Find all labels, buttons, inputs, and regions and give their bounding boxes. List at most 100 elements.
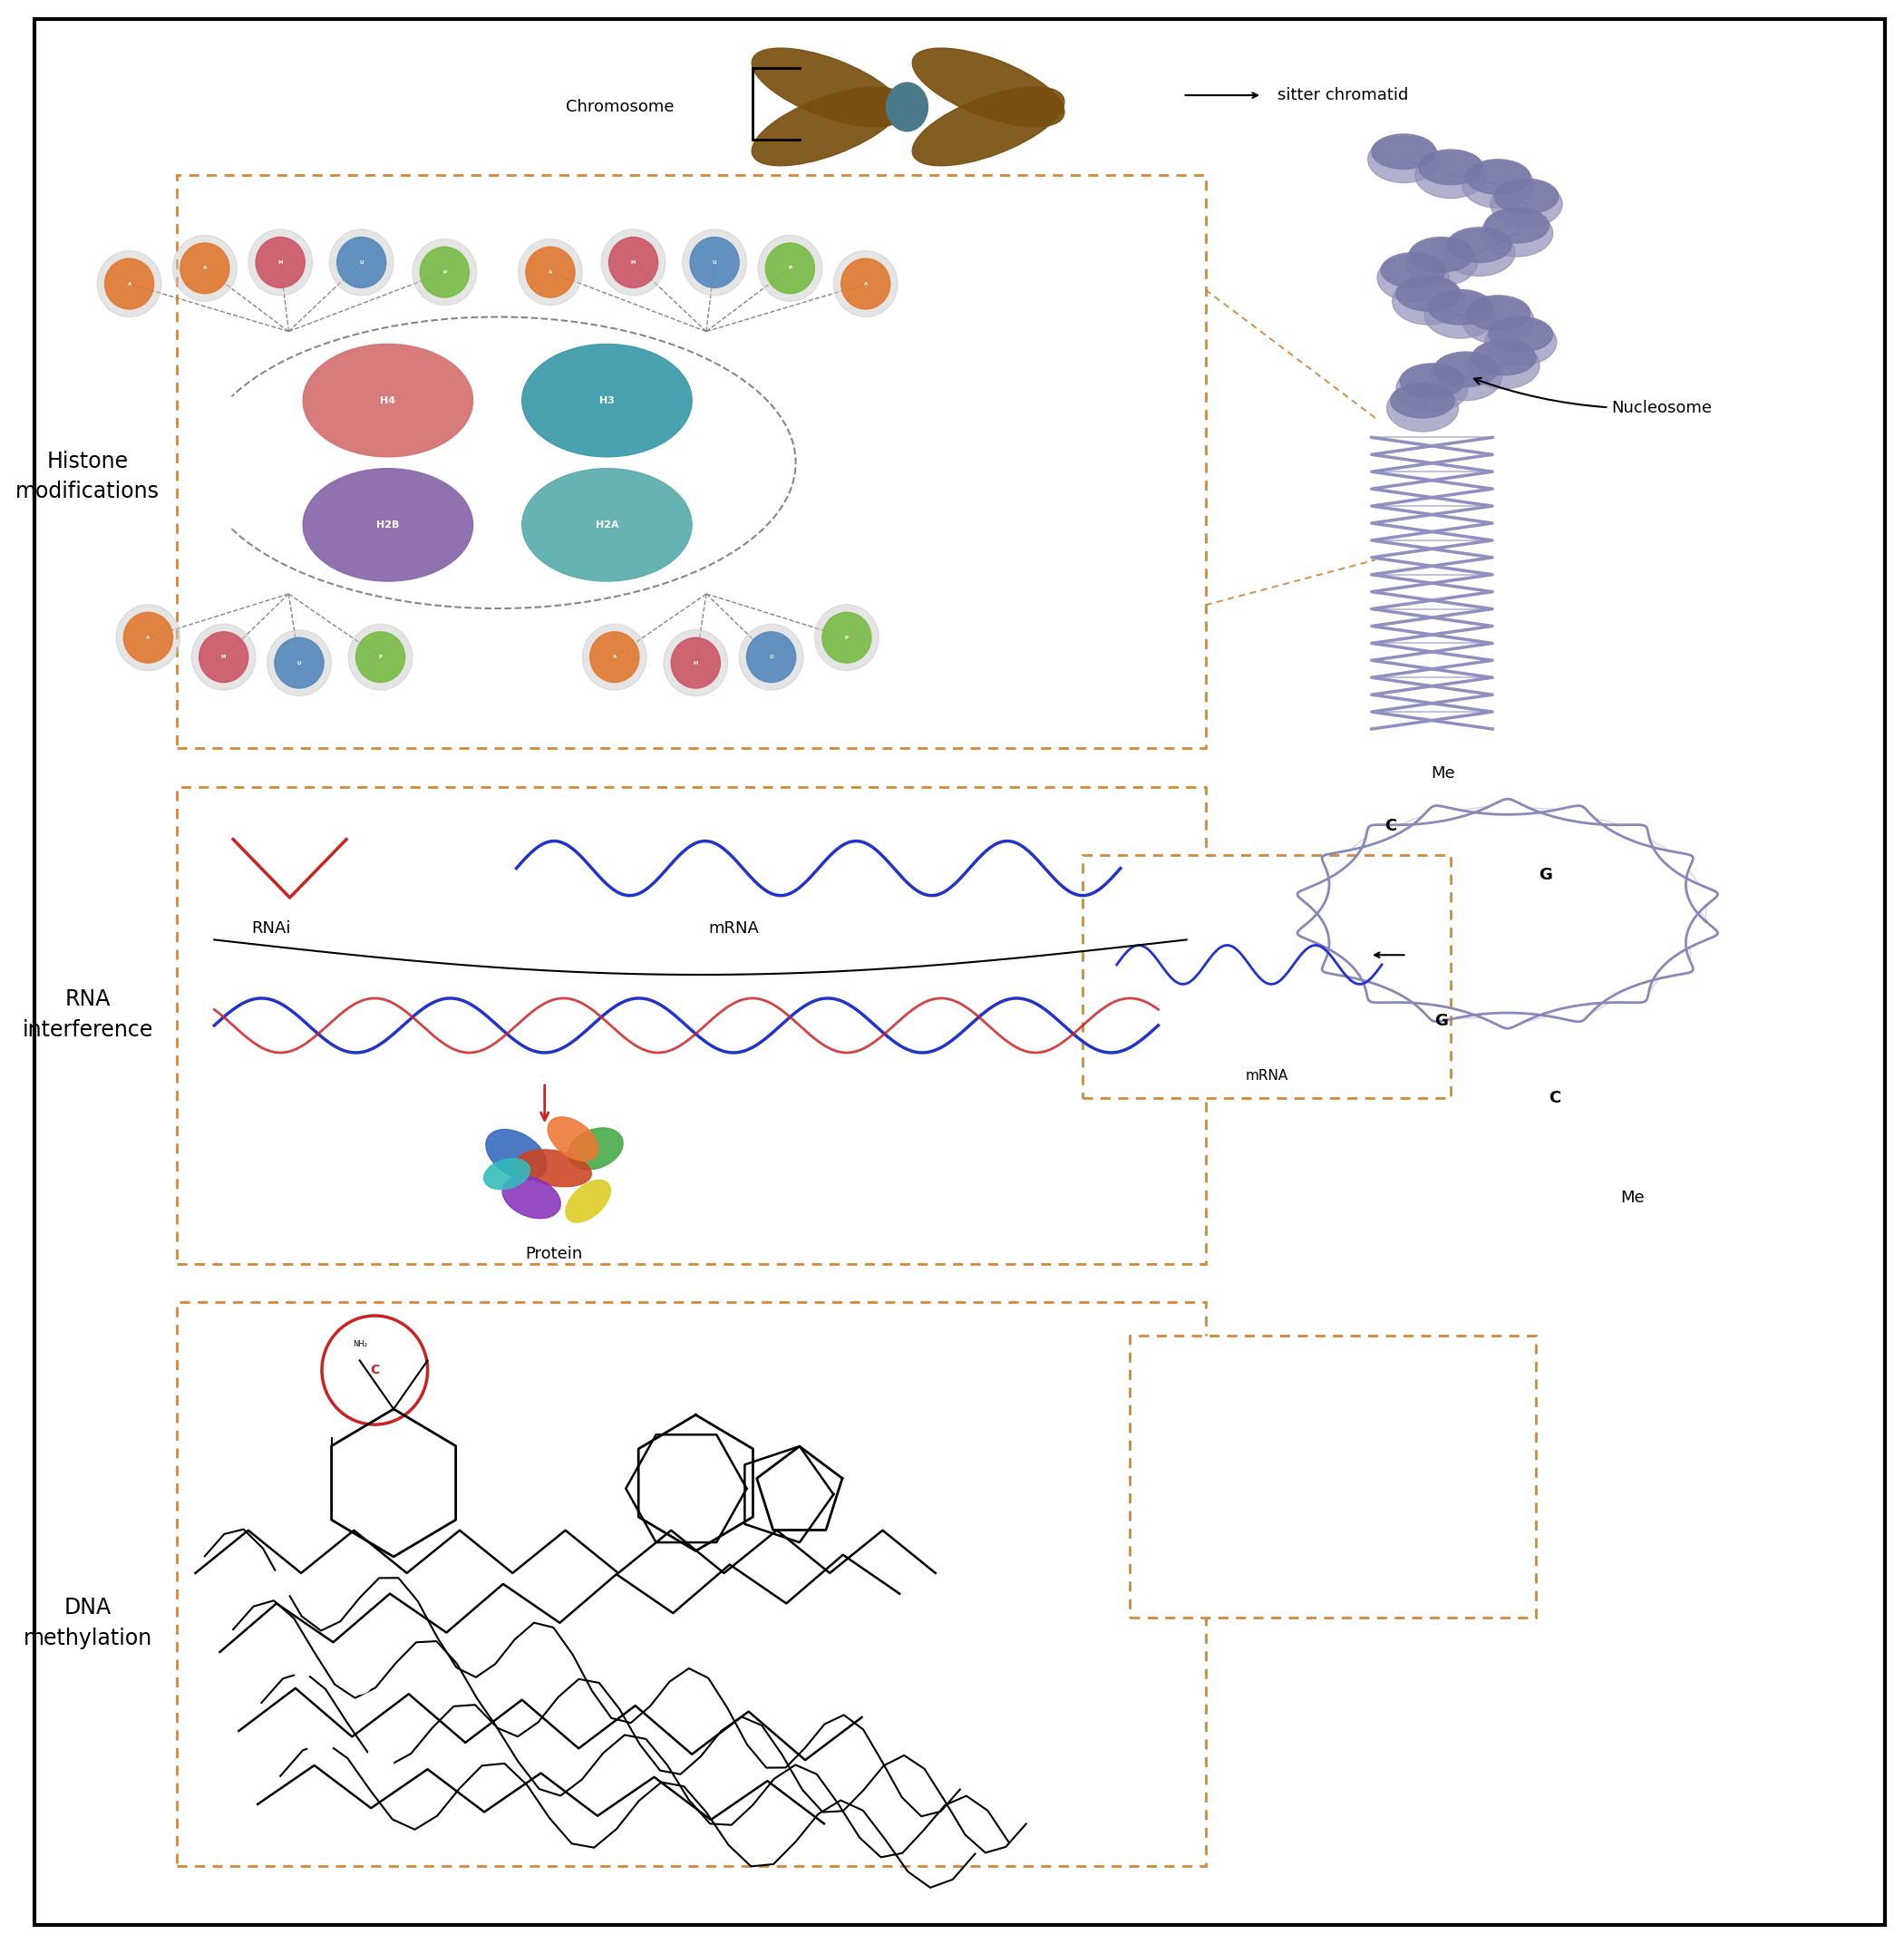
Ellipse shape [1485,319,1557,365]
Ellipse shape [1390,383,1455,418]
Circle shape [367,1746,394,1773]
Text: RNAi: RNAi [251,921,291,937]
Text: U: U [360,260,364,264]
FancyBboxPatch shape [1083,855,1451,1098]
Text: G: G [1538,867,1552,883]
Circle shape [329,229,394,295]
Text: A: A [613,655,617,659]
Circle shape [421,247,468,297]
Circle shape [739,624,803,690]
Circle shape [583,624,647,690]
Ellipse shape [1462,161,1535,208]
Ellipse shape [1392,278,1464,325]
Circle shape [746,632,796,682]
Ellipse shape [1468,342,1540,389]
Circle shape [842,259,891,309]
Ellipse shape [1409,237,1474,272]
Circle shape [124,612,173,663]
Text: NH₂: NH₂ [352,1341,367,1349]
Circle shape [670,638,720,688]
Ellipse shape [912,87,1064,165]
Circle shape [274,638,324,688]
Ellipse shape [1489,317,1554,352]
Ellipse shape [1386,385,1458,432]
Ellipse shape [1462,297,1535,344]
Circle shape [609,237,659,288]
Text: A: A [864,282,868,286]
Ellipse shape [503,1176,560,1219]
Text: P: P [845,636,849,640]
Ellipse shape [1396,365,1468,412]
Circle shape [758,235,823,301]
Ellipse shape [1434,352,1498,387]
FancyBboxPatch shape [34,19,1885,1925]
Ellipse shape [1424,292,1497,338]
Circle shape [192,624,255,690]
Text: Protein: Protein [526,1246,583,1262]
Ellipse shape [1380,253,1445,288]
Ellipse shape [752,87,904,165]
Ellipse shape [1485,208,1550,243]
Text: A: A [548,270,552,274]
Text: A: A [128,282,131,286]
Circle shape [834,251,897,317]
Ellipse shape [548,1118,598,1161]
Text: P: P [379,655,383,659]
Text: M: M [221,655,227,659]
Text: C: C [1384,818,1396,834]
Text: M: M [278,260,284,264]
Ellipse shape [1491,181,1563,227]
Text: H2A: H2A [596,521,619,529]
Text: H4: H4 [381,397,396,404]
Text: P: P [444,270,446,274]
Circle shape [248,229,312,295]
Ellipse shape [516,1149,592,1186]
Ellipse shape [1418,150,1483,185]
Circle shape [181,243,228,294]
Text: M: M [630,260,636,264]
Ellipse shape [1495,179,1559,214]
Circle shape [105,259,154,309]
Ellipse shape [887,82,927,132]
Circle shape [200,632,248,682]
Ellipse shape [1377,255,1449,301]
Circle shape [173,235,236,301]
Ellipse shape [1481,210,1554,257]
FancyBboxPatch shape [1129,1336,1537,1617]
Text: sitter chromatid: sitter chromatid [1278,87,1409,103]
Ellipse shape [1405,239,1478,286]
Text: mRNA: mRNA [1245,1069,1289,1083]
Ellipse shape [1443,229,1516,276]
Circle shape [97,251,162,317]
Circle shape [348,624,413,690]
Ellipse shape [1447,227,1512,262]
Circle shape [689,237,739,288]
Text: Nucleosome: Nucleosome [1474,377,1712,416]
FancyBboxPatch shape [177,175,1205,748]
Circle shape [116,605,181,671]
Text: A: A [204,266,208,270]
Ellipse shape [912,49,1064,126]
Circle shape [347,1666,373,1693]
Text: Me: Me [1620,1190,1645,1205]
Ellipse shape [303,344,472,457]
Circle shape [765,243,815,294]
Circle shape [815,605,880,671]
Ellipse shape [484,1159,529,1190]
Circle shape [289,1650,316,1678]
Ellipse shape [303,469,472,581]
Text: U: U [712,260,716,264]
Text: U: U [297,661,301,665]
Ellipse shape [1396,276,1460,311]
Ellipse shape [1367,136,1439,183]
FancyBboxPatch shape [177,787,1205,1264]
Circle shape [413,239,476,305]
Text: Histone
modifications: Histone modifications [15,451,160,502]
Circle shape [590,632,640,682]
Ellipse shape [486,1129,546,1180]
Text: Me: Me [1432,766,1455,781]
Circle shape [682,229,746,295]
Ellipse shape [522,469,691,581]
Text: H3: H3 [600,397,615,404]
FancyBboxPatch shape [177,1302,1205,1866]
